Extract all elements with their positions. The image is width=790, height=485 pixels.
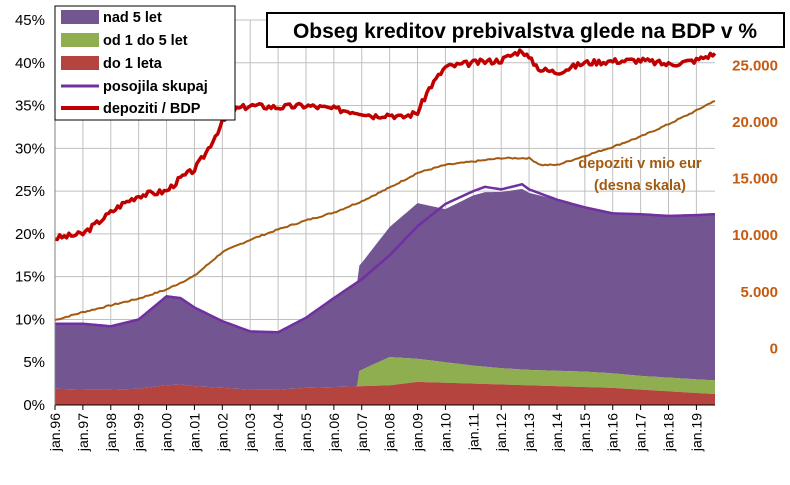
- y-left-tick: 10%: [15, 311, 45, 328]
- y-left-tick: 5%: [23, 354, 45, 371]
- x-tick-label: jan.05: [298, 413, 314, 452]
- y-right-tick: 5.000: [740, 284, 778, 301]
- area-layer: [55, 188, 715, 405]
- y-left-tick: 45%: [15, 12, 45, 29]
- x-tick-label: jan.98: [103, 413, 119, 452]
- x-tick-label: jan.96: [47, 413, 63, 452]
- x-tick-label: jan.15: [577, 413, 593, 452]
- x-tick-label: jan.04: [270, 413, 286, 452]
- annotation: depoziti v mio eur (desna skala): [578, 156, 702, 194]
- y-right-tick: 25.000: [732, 57, 778, 74]
- line-layer: [54, 48, 717, 334]
- x-tick-label: jan.19: [688, 413, 704, 452]
- x-tick-label: jan.06: [326, 413, 342, 452]
- x-tick-label: jan.18: [661, 413, 677, 452]
- x-tick-label: jan.12: [493, 413, 509, 452]
- x-tick-label: jan.16: [605, 413, 621, 452]
- area-do-1-leta: [55, 381, 715, 405]
- area-nad-5-let: [55, 188, 715, 390]
- line-depoziti-bdp: [54, 48, 717, 242]
- legend-label-do1: do 1 leta: [103, 56, 163, 72]
- x-tick-label: jan.13: [521, 413, 537, 452]
- x-tick-label: jan.02: [214, 413, 230, 452]
- x-tick-label: jan.09: [410, 413, 426, 452]
- x-tick-label: jan.99: [131, 413, 147, 452]
- y-left-tick: 20%: [15, 226, 45, 243]
- legend-label-depbdp: depoziti / BDP: [103, 101, 201, 117]
- y-right-tick: 0: [770, 340, 778, 357]
- legend-label-od1do5: od 1 do 5 let: [103, 33, 188, 49]
- legend: nad 5 let od 1 do 5 let do 1 leta posoji…: [54, 5, 236, 121]
- legend-label-nad5: nad 5 let: [103, 10, 162, 26]
- line-posojila-skupaj: [55, 182, 715, 334]
- legend-swatch-do1: [61, 56, 99, 70]
- x-tick-label: jan.97: [75, 413, 91, 452]
- x-tick-label: jan.03: [242, 413, 258, 452]
- y-left-tick: 0%: [23, 397, 45, 414]
- y-right-tick: 20.000: [732, 114, 778, 131]
- annotation-line-1: depoziti v mio eur: [578, 156, 702, 172]
- y-right-tick: 15.000: [732, 171, 778, 188]
- x-tick-label: jan.10: [437, 413, 453, 452]
- x-tick-label: jan.00: [159, 413, 175, 452]
- x-tick-label: jan.17: [633, 413, 649, 452]
- y-left-tick: 25%: [15, 183, 45, 200]
- x-tick-label: jan.14: [549, 413, 565, 452]
- y-right-tick: 10.000: [732, 227, 778, 244]
- chart-title: Obseg kreditov prebivalstva glede na BDP…: [293, 20, 757, 43]
- line-depoziti-mio-eur: [54, 100, 716, 322]
- y-left-tick: 15%: [15, 269, 45, 286]
- x-tick-label: jan.11: [465, 413, 481, 451]
- y-left-tick: 40%: [15, 55, 45, 72]
- x-tick-label: jan.08: [382, 413, 398, 452]
- legend-swatch-od1do5: [61, 33, 99, 47]
- y-left-tick: 35%: [15, 98, 45, 115]
- title-box: Obseg kreditov prebivalstva glede na BDP…: [266, 12, 785, 48]
- y-left-tick: 30%: [15, 140, 45, 157]
- annotation-line-2: (desna skala): [594, 178, 686, 194]
- legend-swatch-nad5: [61, 10, 99, 24]
- title-frame: [266, 12, 785, 48]
- area-od-1-do-5-let: [55, 357, 715, 394]
- x-tick-label: jan.07: [354, 413, 370, 452]
- legend-frame: [54, 5, 236, 121]
- legend-label-skupaj: posojila skupaj: [103, 79, 208, 95]
- x-tick-label: jan.01: [186, 413, 202, 452]
- axes-layer: 0% 5% 10% 15% 20% 25% 30% 35% 40% 45% 0 5.000 10.000…: [15, 12, 778, 452]
